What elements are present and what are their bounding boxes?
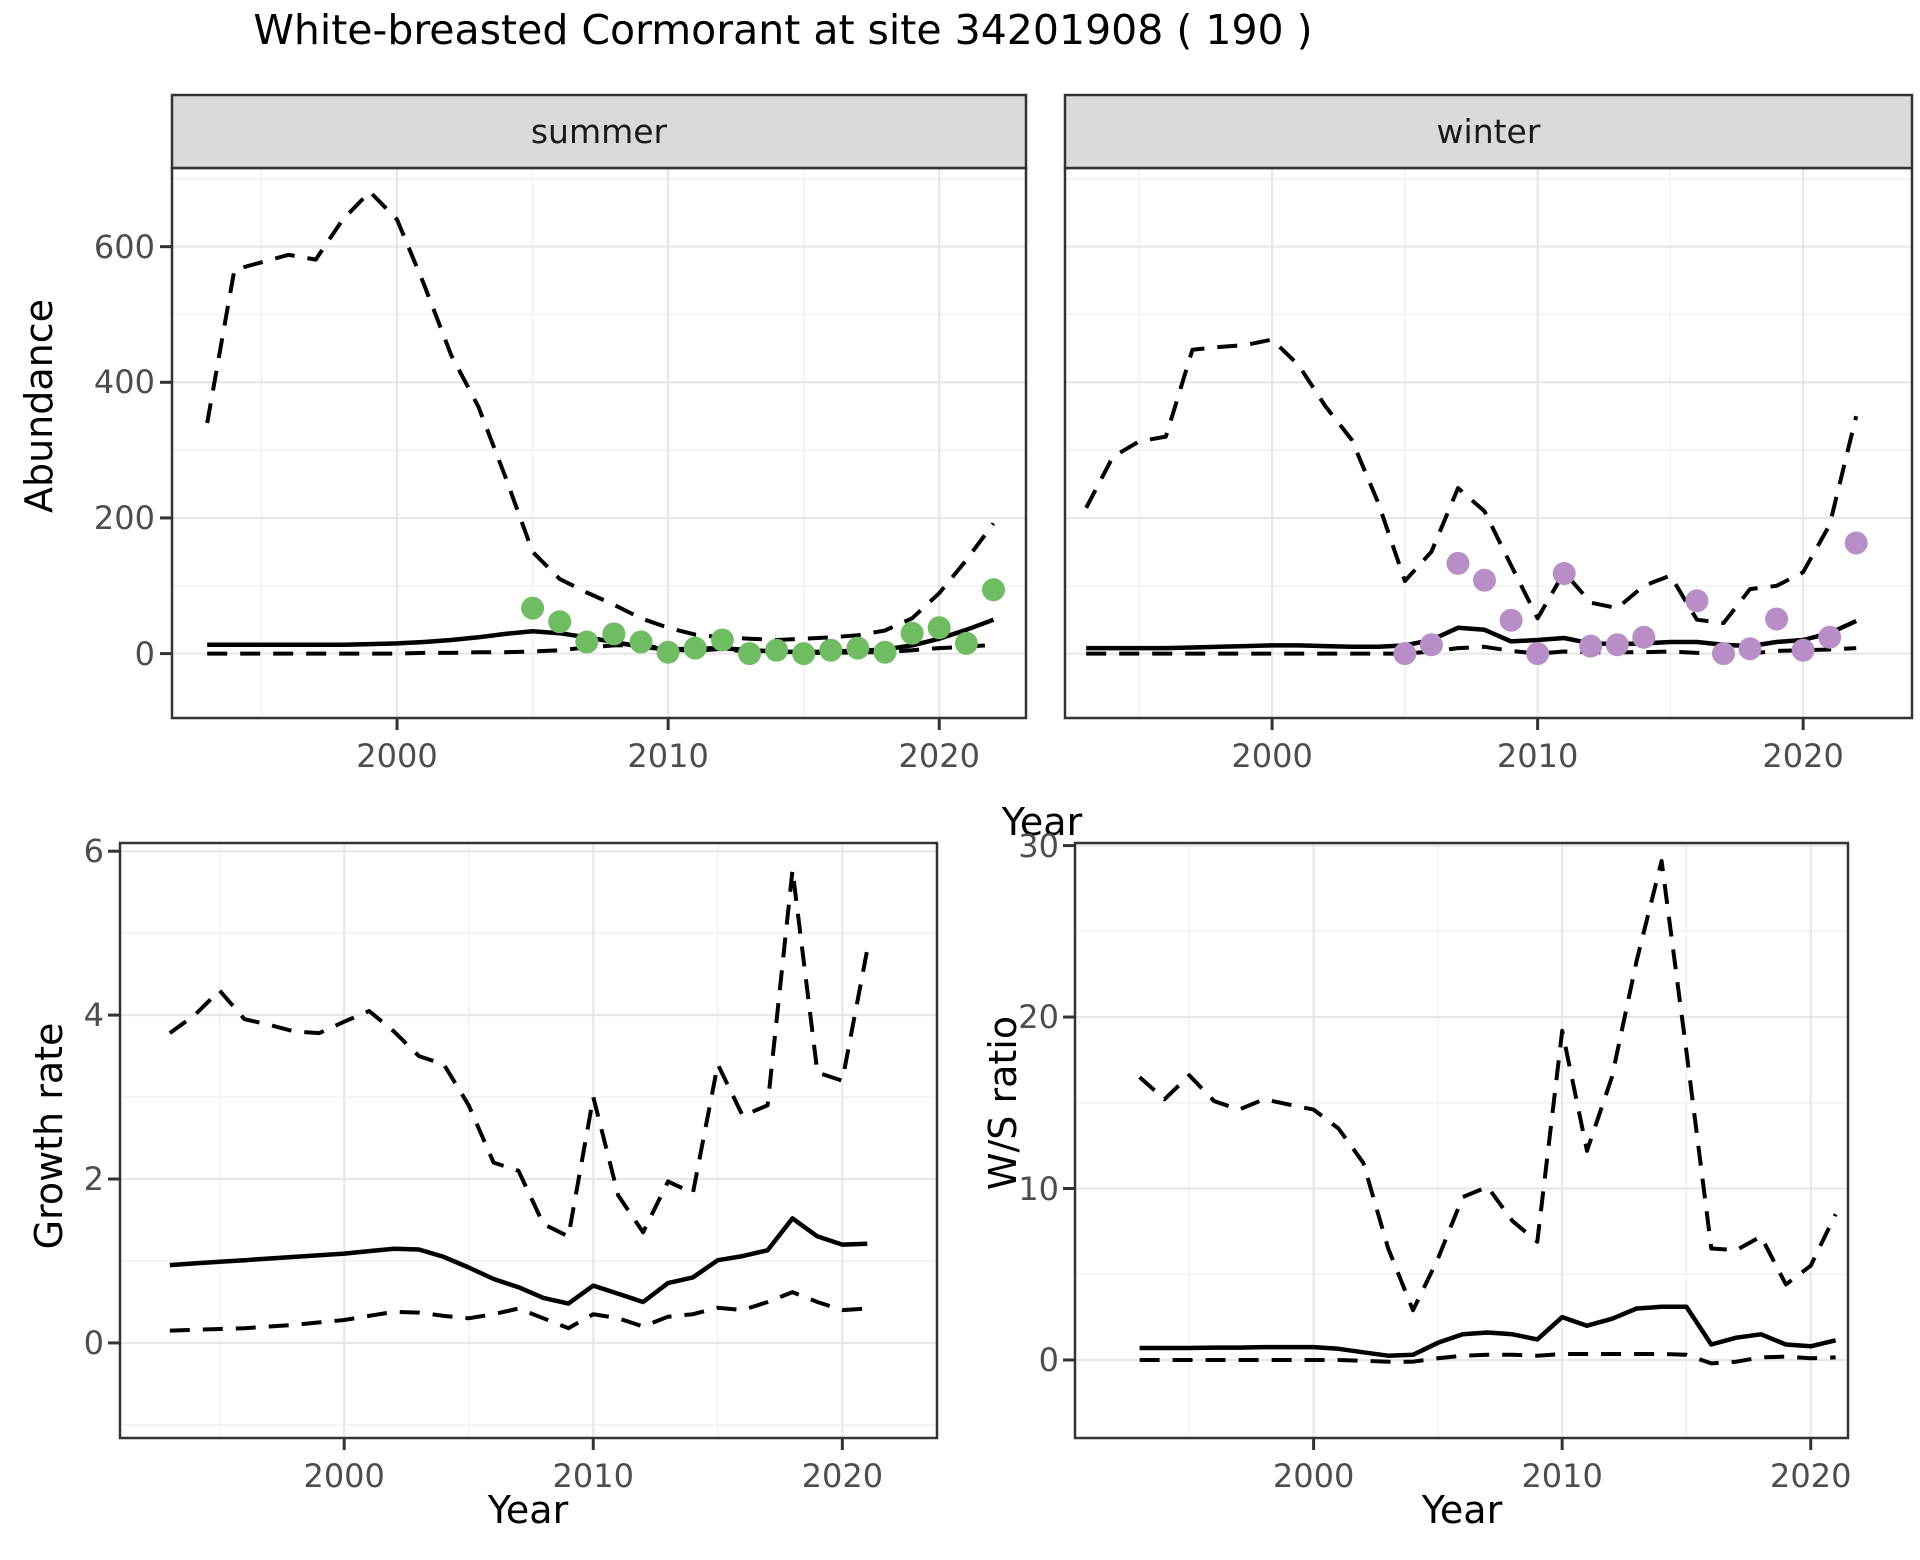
x-tick-label-abundance-winter: 2020	[1762, 737, 1844, 775]
upper_ci-line	[168, 868, 870, 1239]
x-tick-label-abundance-winter: 2000	[1231, 737, 1313, 775]
y-tick-label-ws-ratio: 10	[1018, 1169, 1059, 1208]
observed_counts-point	[1765, 607, 1789, 631]
y-tick-label-growth-rate: 4	[83, 996, 104, 1035]
upper_ci-line	[1138, 859, 1838, 1313]
facet-strip	[170, 93, 1028, 170]
observed_counts-point	[1579, 634, 1603, 658]
observed_counts-point	[629, 630, 653, 654]
y-tick-label-growth-rate: 2	[83, 1160, 104, 1199]
lower_ci-line	[1139, 1352, 1836, 1366]
panel-border	[1073, 841, 1850, 1440]
x-tick-label-abundance-summer: 2000	[356, 737, 438, 775]
observed_counts-point	[846, 636, 870, 660]
observed_counts-point	[1552, 562, 1576, 585]
top-year-axis-title: Year	[1001, 800, 1083, 844]
observed_counts-point	[1526, 642, 1550, 666]
observed_counts-point	[765, 638, 789, 662]
x-tick-label-growth-rate: 2010	[552, 1457, 634, 1495]
panel-background	[1075, 843, 1848, 1438]
ws-ratio-axis-title: W/S ratio	[981, 1015, 1025, 1191]
observed_counts-point	[900, 621, 924, 645]
mean-line	[169, 1216, 868, 1306]
x-tick-label-ws-ratio: 2010	[1521, 1457, 1603, 1495]
mean-line	[1139, 1304, 1837, 1358]
observed_counts-point	[1473, 568, 1496, 592]
observed_counts-point	[1393, 642, 1417, 666]
ws-year-axis-title: Year	[1421, 1488, 1503, 1532]
observed_counts-point	[738, 642, 761, 666]
panel-abundance-winter	[1063, 93, 1914, 730]
y-tick-label-abundance-summer: 600	[93, 227, 155, 266]
y-tick-label-growth-rate: 6	[83, 832, 104, 871]
observed_counts-point	[1632, 625, 1656, 649]
x-tick-label-ws-ratio: 2000	[1272, 1457, 1355, 1495]
observed_counts-point	[927, 616, 951, 640]
x-tick-label-growth-rate: 2020	[801, 1457, 884, 1495]
facet-strip-winter: winter	[1436, 112, 1541, 151]
observed_counts-point	[954, 631, 978, 655]
x-tick-label-abundance-summer: 2010	[627, 737, 709, 775]
observed_counts-point	[1738, 637, 1762, 661]
x-tick-label-growth-rate: 2000	[303, 1457, 385, 1495]
growth-year-axis-title: Year	[487, 1488, 569, 1532]
plot-title: White-breasted Cormorant at site 3420190…	[253, 6, 1313, 54]
observed_counts-point	[1712, 642, 1735, 666]
observed_counts-point	[656, 640, 680, 664]
observed_counts-point	[819, 638, 843, 662]
observed_counts-point	[710, 628, 734, 652]
y-tick-label-ws-ratio: 20	[1018, 998, 1059, 1037]
panel-background	[172, 168, 1026, 718]
x-tick-label-ws-ratio: 2020	[1769, 1457, 1852, 1495]
observed_counts-point	[575, 630, 599, 654]
x-tick-label-abundance-summer: 2020	[898, 737, 980, 775]
panel-background	[120, 843, 937, 1438]
abundance-axis-title: Abundance	[17, 298, 61, 514]
observed_counts-point	[1844, 531, 1868, 555]
y-tick-label-abundance-summer: 400	[93, 363, 155, 402]
observed_counts-point	[683, 636, 707, 660]
observed_counts-point	[1791, 638, 1815, 662]
panel-ws-ratio	[1063, 841, 1850, 1450]
facet-strip-summer: summer	[530, 112, 668, 151]
upper_ci-line	[1084, 337, 1859, 626]
observed_counts-point	[1419, 633, 1443, 657]
y-tick-label-abundance-summer: 200	[93, 498, 155, 537]
panel-background	[1065, 168, 1912, 718]
panel-abundance-summer	[160, 93, 1028, 730]
panel-growth-rate	[108, 841, 939, 1450]
y-tick-label-abundance-summer: 0	[134, 634, 155, 673]
observed_counts-point	[1818, 625, 1842, 649]
observed_counts-point	[873, 640, 897, 664]
observed_counts-point	[1605, 633, 1629, 657]
x-tick-label-abundance-winter: 2010	[1496, 737, 1579, 775]
observed_counts-point	[548, 610, 572, 634]
y-tick-label-ws-ratio: 0	[1038, 1340, 1059, 1379]
lower_ci-line	[169, 1290, 868, 1333]
observed_counts-point	[792, 642, 816, 666]
y-tick-label-ws-ratio: 30	[1018, 826, 1059, 865]
observed_counts-point	[1685, 589, 1709, 613]
observed_counts-point	[602, 622, 626, 646]
y-tick-label-growth-rate: 0	[83, 1323, 104, 1362]
observed_counts-point	[1446, 551, 1470, 575]
observed_counts-point	[1499, 608, 1523, 632]
upper_ci-line	[205, 189, 996, 642]
facet-strip	[1063, 93, 1914, 170]
observed_counts-point	[521, 596, 545, 620]
observed_counts-point	[982, 578, 1005, 602]
panel-border	[118, 841, 939, 1440]
